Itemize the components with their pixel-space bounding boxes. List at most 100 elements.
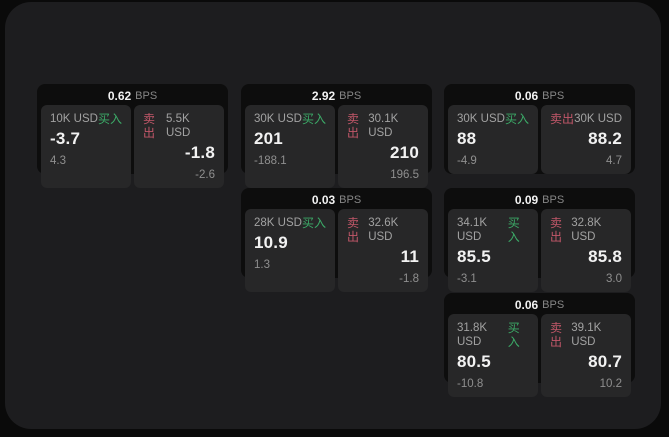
buy-amount: 30K USD bbox=[254, 113, 302, 125]
card-header: 0.06 BPS bbox=[448, 87, 631, 105]
sell-tile-top: 卖出 32.8K USD bbox=[550, 216, 622, 244]
bps-unit-label: BPS bbox=[339, 90, 362, 102]
buy-price: 201 bbox=[254, 129, 283, 148]
buy-side-label: 买入 bbox=[97, 112, 122, 126]
quote-card: 0.06 BPS 30K USD 买入 88 -4.9 卖出 30K USD 8… bbox=[444, 84, 635, 174]
trading-panel: 0.62 BPS 10K USD 买入 -3.7 4.3 卖出 5.5K USD… bbox=[5, 2, 661, 429]
buy-tile[interactable]: 31.8K USD 买入 80.5 -10.8 bbox=[448, 314, 538, 397]
buy-tile[interactable]: 30K USD 买入 201 -188.1 bbox=[245, 105, 335, 188]
sell-delta: 196.5 bbox=[390, 169, 419, 181]
bps-value: 0.62 bbox=[107, 89, 132, 103]
sell-side-label: 卖出 bbox=[347, 112, 360, 140]
sell-delta: -2.6 bbox=[195, 169, 215, 181]
card-body: 34.1K USD 买入 85.5 -3.1 卖出 32.8K USD 85.8… bbox=[448, 209, 631, 292]
sell-price: 210 bbox=[390, 143, 419, 162]
quote-card: 0.62 BPS 10K USD 买入 -3.7 4.3 卖出 5.5K USD… bbox=[37, 84, 228, 188]
buy-price: 85.5 bbox=[457, 247, 491, 266]
sell-price: 11 bbox=[400, 247, 419, 266]
buy-delta: -10.8 bbox=[457, 378, 484, 390]
quote-card: 0.06 BPS 31.8K USD 买入 80.5 -10.8 卖出 39.1… bbox=[444, 293, 635, 397]
sell-side-label: 卖出 bbox=[347, 216, 360, 244]
sell-tile[interactable]: 卖出 32.6K USD 11 -1.8 bbox=[338, 209, 428, 292]
buy-price: -3.7 bbox=[50, 129, 81, 148]
sell-delta: 10.2 bbox=[599, 378, 622, 390]
buy-side-label: 买入 bbox=[301, 216, 326, 230]
buy-delta: -4.9 bbox=[457, 155, 477, 167]
bps-value: 0.03 bbox=[311, 193, 336, 207]
sell-amount: 39.1K USD bbox=[571, 322, 602, 348]
bps-unit-label: BPS bbox=[542, 299, 565, 311]
buy-tile-top: 10K USD 买入 bbox=[50, 112, 122, 126]
buy-price: 88 bbox=[457, 129, 477, 148]
buy-amount: 31.8K USD bbox=[457, 322, 488, 348]
card-header: 0.03 BPS bbox=[245, 191, 428, 209]
card-body: 30K USD 买入 88 -4.9 卖出 30K USD 88.2 4.7 bbox=[448, 105, 631, 174]
sell-price: -1.8 bbox=[184, 143, 215, 162]
buy-amount: 28K USD bbox=[254, 217, 302, 229]
card-body: 10K USD 买入 -3.7 4.3 卖出 5.5K USD -1.8 -2.… bbox=[41, 105, 224, 188]
buy-amount: 30K USD bbox=[457, 113, 505, 125]
sell-amount: 32.6K USD bbox=[368, 217, 399, 243]
sell-tile-top: 卖出 5.5K USD bbox=[143, 112, 215, 140]
buy-tile[interactable]: 34.1K USD 买入 85.5 -3.1 bbox=[448, 209, 538, 292]
bps-unit-label: BPS bbox=[542, 194, 565, 206]
sell-tile-top: 卖出 32.6K USD bbox=[347, 216, 419, 244]
buy-delta: 1.3 bbox=[254, 259, 270, 271]
bps-value: 2.92 bbox=[311, 89, 336, 103]
buy-side-label: 买入 bbox=[507, 321, 520, 349]
buy-side-label: 买入 bbox=[504, 112, 529, 126]
sell-delta: 3.0 bbox=[606, 273, 622, 285]
sell-side-label: 卖出 bbox=[550, 216, 563, 244]
quote-card: 2.92 BPS 30K USD 买入 201 -188.1 卖出 30.1K … bbox=[241, 84, 432, 188]
sell-amount: 32.8K USD bbox=[571, 217, 602, 243]
quote-card: 0.09 BPS 34.1K USD 买入 85.5 -3.1 卖出 32.8K… bbox=[444, 188, 635, 292]
bps-unit-label: BPS bbox=[135, 90, 158, 102]
bps-unit-label: BPS bbox=[542, 90, 565, 102]
sell-delta: 4.7 bbox=[606, 155, 622, 167]
sell-side-label: 卖出 bbox=[143, 112, 156, 140]
buy-tile[interactable]: 10K USD 买入 -3.7 4.3 bbox=[41, 105, 131, 188]
sell-amount: 5.5K USD bbox=[166, 113, 191, 139]
sell-delta: -1.8 bbox=[399, 273, 419, 285]
sell-amount: 30.1K USD bbox=[368, 113, 399, 139]
card-header: 0.62 BPS bbox=[41, 87, 224, 105]
buy-tile-top: 30K USD 买入 bbox=[457, 112, 529, 126]
card-header: 0.06 BPS bbox=[448, 296, 631, 314]
sell-price: 88.2 bbox=[588, 129, 622, 148]
card-body: 28K USD 买入 10.9 1.3 卖出 32.6K USD 11 -1.8 bbox=[245, 209, 428, 292]
quote-card: 0.03 BPS 28K USD 买入 10.9 1.3 卖出 32.6K US… bbox=[241, 188, 432, 292]
buy-tile-top: 30K USD 买入 bbox=[254, 112, 326, 126]
buy-amount: 10K USD bbox=[50, 113, 98, 125]
buy-tile[interactable]: 30K USD 买入 88 -4.9 bbox=[448, 105, 538, 174]
card-header: 0.09 BPS bbox=[448, 191, 631, 209]
sell-amount: 30K USD bbox=[574, 113, 622, 125]
sell-side-label: 卖出 bbox=[550, 321, 563, 349]
bps-value: 0.06 bbox=[514, 298, 539, 312]
buy-side-label: 买入 bbox=[301, 112, 326, 126]
sell-side-label: 卖出 bbox=[550, 112, 575, 126]
sell-tile-top: 卖出 39.1K USD bbox=[550, 321, 622, 349]
buy-delta: 4.3 bbox=[50, 155, 66, 167]
buy-tile[interactable]: 28K USD 买入 10.9 1.3 bbox=[245, 209, 335, 292]
bps-value: 0.09 bbox=[514, 193, 539, 207]
buy-amount: 34.1K USD bbox=[457, 217, 488, 243]
buy-tile-top: 28K USD 买入 bbox=[254, 216, 326, 230]
buy-side-label: 买入 bbox=[507, 216, 520, 244]
bps-unit-label: BPS bbox=[339, 194, 362, 206]
sell-tile-top: 卖出 30.1K USD bbox=[347, 112, 419, 140]
buy-price: 80.5 bbox=[457, 352, 491, 371]
sell-tile-top: 卖出 30K USD bbox=[550, 112, 622, 126]
sell-tile[interactable]: 卖出 32.8K USD 85.8 3.0 bbox=[541, 209, 631, 292]
card-body: 30K USD 买入 201 -188.1 卖出 30.1K USD 210 1… bbox=[245, 105, 428, 188]
buy-delta: -188.1 bbox=[254, 155, 287, 167]
sell-price: 80.7 bbox=[588, 352, 622, 371]
sell-tile[interactable]: 卖出 30.1K USD 210 196.5 bbox=[338, 105, 428, 188]
card-header: 2.92 BPS bbox=[245, 87, 428, 105]
buy-tile-top: 34.1K USD 买入 bbox=[457, 216, 529, 244]
sell-tile[interactable]: 卖出 39.1K USD 80.7 10.2 bbox=[541, 314, 631, 397]
sell-tile[interactable]: 卖出 5.5K USD -1.8 -2.6 bbox=[134, 105, 224, 188]
card-body: 31.8K USD 买入 80.5 -10.8 卖出 39.1K USD 80.… bbox=[448, 314, 631, 397]
sell-tile[interactable]: 卖出 30K USD 88.2 4.7 bbox=[541, 105, 631, 174]
bps-value: 0.06 bbox=[514, 89, 539, 103]
sell-price: 85.8 bbox=[588, 247, 622, 266]
